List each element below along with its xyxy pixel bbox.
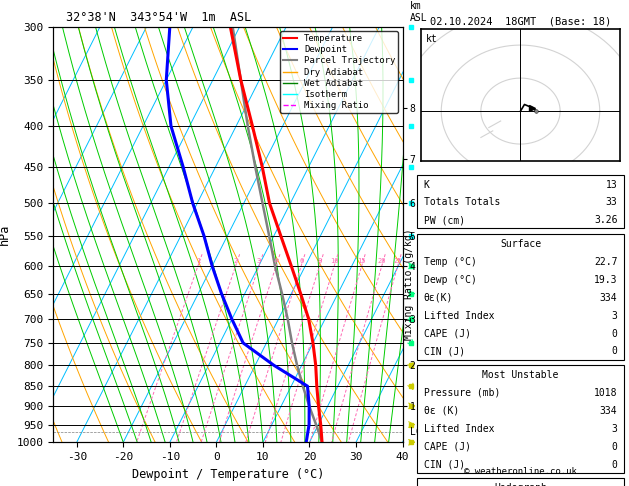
Text: 3: 3	[257, 258, 261, 264]
Text: 0: 0	[611, 329, 618, 339]
Text: 1: 1	[196, 258, 200, 264]
Text: CIN (J): CIN (J)	[423, 347, 465, 356]
X-axis label: Dewpoint / Temperature (°C): Dewpoint / Temperature (°C)	[132, 468, 324, 481]
Text: θε(K): θε(K)	[423, 293, 453, 303]
Text: kt: kt	[425, 34, 437, 44]
Text: Temp (°C): Temp (°C)	[423, 257, 476, 267]
Text: Dewp (°C): Dewp (°C)	[423, 275, 476, 285]
Text: 3: 3	[611, 311, 618, 321]
Text: 8: 8	[318, 258, 321, 264]
Text: Totals Totals: Totals Totals	[423, 197, 500, 208]
Text: LCL: LCL	[409, 427, 427, 437]
Bar	[417, 365, 624, 473]
Text: PW (cm): PW (cm)	[423, 215, 465, 226]
Text: Surface: Surface	[500, 239, 541, 249]
Bar	[417, 175, 624, 228]
Text: 6: 6	[299, 258, 303, 264]
Text: 1018: 1018	[594, 388, 618, 398]
Text: 32°38'N  343°54'W  1m  ASL: 32°38'N 343°54'W 1m ASL	[66, 11, 252, 24]
Text: 3: 3	[611, 424, 618, 434]
Text: K: K	[423, 179, 430, 190]
Text: Pressure (mb): Pressure (mb)	[423, 388, 500, 398]
Text: 33: 33	[606, 197, 618, 208]
Text: 15: 15	[357, 258, 366, 264]
Text: 10: 10	[330, 258, 338, 264]
Text: 02.10.2024  18GMT  (Base: 18): 02.10.2024 18GMT (Base: 18)	[430, 17, 611, 27]
Text: 3.26: 3.26	[594, 215, 618, 226]
Text: 334: 334	[600, 406, 618, 416]
Text: Most Unstable: Most Unstable	[482, 370, 559, 380]
Text: © weatheronline.co.uk: © weatheronline.co.uk	[464, 468, 577, 476]
Text: 25: 25	[394, 258, 402, 264]
Text: 0: 0	[611, 442, 618, 451]
Bar	[417, 234, 624, 360]
Text: 4: 4	[274, 258, 278, 264]
Bar	[417, 478, 624, 486]
Text: 2: 2	[233, 258, 238, 264]
Text: 334: 334	[600, 293, 618, 303]
Text: 0: 0	[611, 347, 618, 356]
Text: 20: 20	[377, 258, 386, 264]
Text: CIN (J): CIN (J)	[423, 460, 465, 469]
Legend: Temperature, Dewpoint, Parcel Trajectory, Dry Adiabat, Wet Adiabat, Isotherm, Mi: Temperature, Dewpoint, Parcel Trajectory…	[281, 31, 398, 113]
Text: Lifted Index: Lifted Index	[423, 311, 494, 321]
Text: Mixing Ratio (g/kg): Mixing Ratio (g/kg)	[404, 228, 414, 340]
Text: CAPE (J): CAPE (J)	[423, 442, 470, 451]
Text: Hodograph: Hodograph	[494, 483, 547, 486]
Text: CAPE (J): CAPE (J)	[423, 329, 470, 339]
Y-axis label: hPa: hPa	[0, 224, 11, 245]
Text: 13: 13	[606, 179, 618, 190]
Text: 19.3: 19.3	[594, 275, 618, 285]
Text: θε (K): θε (K)	[423, 406, 459, 416]
Text: 22.7: 22.7	[594, 257, 618, 267]
Text: km
ASL: km ASL	[409, 1, 427, 22]
Text: 0: 0	[611, 460, 618, 469]
Text: Lifted Index: Lifted Index	[423, 424, 494, 434]
